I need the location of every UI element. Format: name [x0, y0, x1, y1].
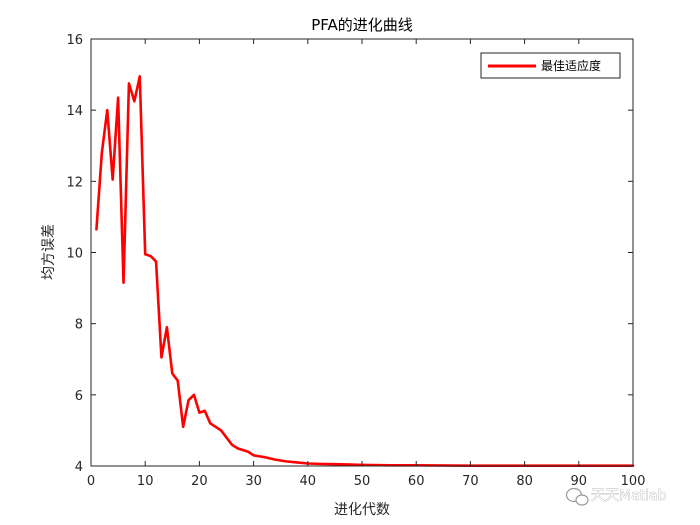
x-tick-label: 60 [408, 474, 425, 489]
x-tick-label: 90 [571, 474, 588, 489]
series-layer [95, 75, 635, 467]
x-tick-label: 100 [621, 474, 646, 489]
x-tick-label: 50 [354, 474, 371, 489]
wechat-icon [565, 487, 589, 506]
y-tick-label: 4 [75, 460, 83, 475]
x-tick-label: 10 [137, 474, 154, 489]
y-tick-label: 10 [66, 247, 83, 262]
y-tick-label: 16 [66, 33, 83, 48]
y-tick-label: 8 [75, 318, 83, 333]
y-tick-label: 12 [66, 175, 83, 190]
chart-title: PFA的进化曲线 [311, 16, 413, 34]
legend: 最佳适应度 [480, 52, 621, 79]
y-tick-label: 14 [66, 104, 83, 119]
x-tick-label: 30 [245, 474, 262, 489]
x-tick-label: 70 [462, 474, 479, 489]
series-line-best-fitness [95, 75, 635, 467]
plot-area [91, 39, 633, 466]
x-axis-label: 进化代数 [334, 502, 390, 518]
legend-entry-label: 最佳适应度 [541, 58, 601, 73]
axes-box [90, 38, 634, 467]
axis-ticks: 0 10 20 30 40 50 60 70 80 90 100 4 6 8 10 12 14 16 [66, 33, 645, 489]
y-tick-label: 6 [75, 389, 83, 404]
x-tick-label: 20 [191, 474, 208, 489]
x-tick-label: 0 [87, 474, 95, 489]
x-tick-label: 80 [516, 474, 533, 489]
watermark-text: 天天Matlab [591, 488, 667, 504]
y-axis-label: 均方误差 [41, 224, 57, 280]
watermark: 天天Matlab [565, 487, 667, 506]
x-tick-label: 40 [300, 474, 317, 489]
